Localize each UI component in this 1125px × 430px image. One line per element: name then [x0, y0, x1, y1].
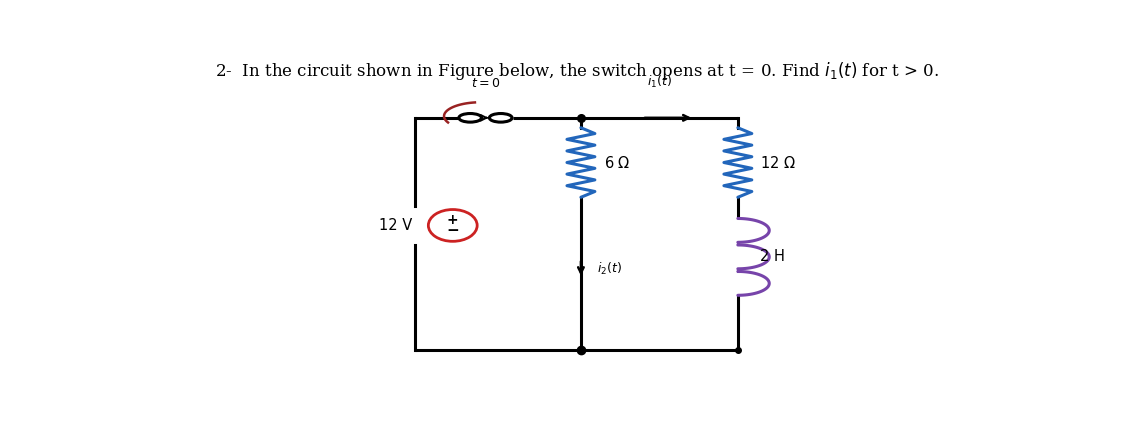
- Text: $t = 0$: $t = 0$: [471, 77, 501, 90]
- Text: −: −: [447, 223, 459, 238]
- Circle shape: [489, 114, 512, 122]
- Text: $i_1(t)$: $i_1(t)$: [647, 74, 672, 90]
- Text: 2-  In the circuit shown in Figure below, the switch opens at t = 0. Find $i_1(t: 2- In the circuit shown in Figure below,…: [215, 60, 938, 82]
- Text: $i_2(t)$: $i_2(t)$: [596, 261, 622, 276]
- Text: 12 $\Omega$: 12 $\Omega$: [759, 154, 795, 171]
- Text: 6 $\Omega$: 6 $\Omega$: [604, 154, 631, 171]
- Text: 12 V: 12 V: [379, 218, 413, 233]
- Text: 2 H: 2 H: [759, 249, 784, 264]
- Circle shape: [459, 114, 481, 122]
- Text: +: +: [447, 213, 459, 227]
